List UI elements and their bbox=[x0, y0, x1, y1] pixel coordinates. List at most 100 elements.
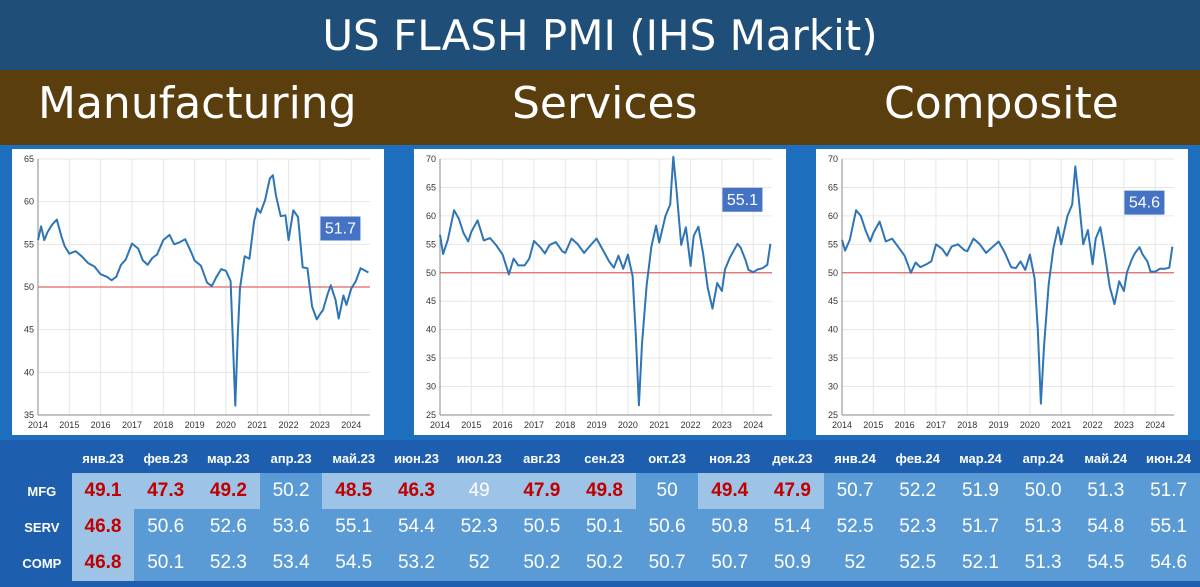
column-header: фев.23 bbox=[143, 450, 188, 466]
section-header-bar: Manufacturing Services Composite bbox=[0, 70, 1200, 145]
table-cell: 47.9 bbox=[761, 473, 824, 509]
x-tick-label: 2019 bbox=[989, 420, 1009, 430]
x-tick-label: 2017 bbox=[926, 420, 946, 430]
table-corner bbox=[12, 443, 72, 473]
column-header: фев.24 bbox=[895, 450, 941, 466]
y-tick-label: 65 bbox=[24, 154, 34, 164]
x-tick-label: 2015 bbox=[863, 420, 883, 430]
row-label: SERV bbox=[24, 519, 60, 535]
y-tick-label: 65 bbox=[828, 182, 838, 192]
table-row: SERV 46.8 50.6 52.6 53.6 55.1 54.4 52.3 50.5 50.1… bbox=[12, 509, 1200, 545]
section-title-manufacturing: Manufacturing bbox=[38, 78, 357, 129]
table-cell: 48.5 bbox=[322, 473, 386, 509]
table-cell: 51.4 bbox=[761, 509, 824, 545]
table-cell: 50.5 bbox=[510, 509, 574, 545]
last-value-label: 54.6 bbox=[1129, 195, 1160, 212]
table-cell: 50.0 bbox=[1011, 473, 1075, 509]
table-cell: 52.3 bbox=[447, 509, 511, 545]
chart-panel-composite: 25 30 35 40 45 50 55 60 65 70 2014 2015 2016 2017 2018… bbox=[816, 149, 1188, 435]
table-cell: 52 bbox=[447, 545, 511, 581]
table-cell: 49 bbox=[447, 473, 511, 509]
table-cell: 52.1 bbox=[949, 545, 1012, 581]
table-row: MFG 49.1 47.3 49.2 50.2 48.5 46.3 49 47.9 49.8 50 4… bbox=[12, 473, 1200, 509]
column-header: июн.24 bbox=[1146, 450, 1192, 466]
last-value-label: 55.1 bbox=[727, 192, 758, 209]
table-cell: 53.6 bbox=[259, 509, 323, 545]
column-header: сен.23 bbox=[584, 450, 625, 466]
table-cell: 50.7 bbox=[823, 473, 887, 509]
table-cell: 51.9 bbox=[949, 473, 1012, 509]
last-value-badge bbox=[722, 187, 763, 212]
y-tick-label: 25 bbox=[828, 410, 838, 420]
x-tick-label: 2018 bbox=[957, 420, 977, 430]
manufacturing-chart: 35 40 45 50 55 60 65 2014 2015 2016 2017 2018 2019 20… bbox=[24, 154, 370, 430]
table-cell: 54.8 bbox=[1074, 509, 1138, 545]
column-header: янв.23 bbox=[82, 450, 124, 466]
x-tick-label: 2021 bbox=[247, 420, 267, 430]
column-header: июн.23 bbox=[393, 450, 439, 466]
y-tick-label: 55 bbox=[426, 239, 436, 249]
composite-chart: 25 30 35 40 45 50 55 60 65 70 2014 2015 2016 2017 2018… bbox=[828, 154, 1174, 430]
table-cell: 50 bbox=[635, 473, 699, 509]
y-tick-label: 40 bbox=[426, 325, 436, 335]
x-tick-label: 2024 bbox=[341, 420, 361, 430]
x-tick-label: 2020 bbox=[216, 420, 236, 430]
table-cell: 52.5 bbox=[886, 545, 950, 581]
pmi-table: янв.23 фев.23 мар.23 апр.23 май.23 июн.23 июл.… bbox=[12, 443, 1200, 581]
table-cell: 50.6 bbox=[134, 509, 198, 545]
table-cell: 50.1 bbox=[134, 545, 198, 581]
column-header: апр.23 bbox=[270, 450, 312, 466]
table-cell: 54.6 bbox=[1137, 545, 1200, 581]
table-cell: 47.3 bbox=[134, 473, 198, 509]
column-header: авг.23 bbox=[523, 450, 561, 466]
x-tick-label: 2021 bbox=[1051, 420, 1071, 430]
y-tick-label: 70 bbox=[426, 154, 436, 164]
x-tick-label: 2023 bbox=[712, 420, 732, 430]
charts-area: 35 40 45 50 55 60 65 2014 2015 2016 2017 2018 2019 20… bbox=[0, 145, 1200, 440]
table-cell: 50.7 bbox=[698, 545, 762, 581]
table-cell: 53.4 bbox=[259, 545, 323, 581]
x-tick-label: 2023 bbox=[310, 420, 330, 430]
x-tick-label: 2016 bbox=[91, 420, 111, 430]
x-tick-label: 2021 bbox=[649, 420, 669, 430]
table-cell: 46.3 bbox=[385, 473, 448, 509]
x-tick-label: 2014 bbox=[430, 420, 450, 430]
column-header: окт.23 bbox=[648, 450, 686, 466]
last-value-label: 51.7 bbox=[325, 220, 356, 237]
table-cell: 51.7 bbox=[949, 509, 1012, 545]
section-title-services: Services bbox=[512, 78, 698, 129]
x-tick-label: 2022 bbox=[681, 420, 701, 430]
y-tick-label: 55 bbox=[828, 239, 838, 249]
table-cell: 52.2 bbox=[886, 473, 950, 509]
series-line bbox=[439, 155, 772, 407]
y-tick-label: 40 bbox=[24, 367, 34, 377]
y-tick-label: 35 bbox=[24, 410, 34, 420]
table-cell: 54.5 bbox=[1074, 545, 1138, 581]
table-cell: 52.3 bbox=[886, 509, 950, 545]
x-tick-label: 2018 bbox=[555, 420, 575, 430]
series-line bbox=[841, 165, 1174, 405]
table-cell: 54.4 bbox=[385, 509, 448, 545]
y-tick-label: 45 bbox=[24, 325, 34, 335]
series-line bbox=[37, 174, 369, 407]
last-value-badge bbox=[320, 216, 361, 241]
x-tick-label: 2020 bbox=[618, 420, 638, 430]
y-tick-label: 55 bbox=[24, 239, 34, 249]
y-tick-label: 35 bbox=[828, 353, 838, 363]
table-cell: 51.7 bbox=[1137, 473, 1200, 509]
table-cell: 46.8 bbox=[71, 509, 135, 545]
x-tick-label: 2022 bbox=[1083, 420, 1103, 430]
table-cell: 51.3 bbox=[1011, 545, 1075, 581]
table-cell: 49.4 bbox=[698, 473, 762, 509]
table-cell: 50.9 bbox=[761, 545, 824, 581]
table-cell: 46.8 bbox=[71, 545, 135, 581]
y-tick-label: 30 bbox=[426, 382, 436, 392]
row-label: MFG bbox=[27, 483, 57, 499]
y-tick-label: 65 bbox=[426, 182, 436, 192]
y-tick-label: 50 bbox=[426, 268, 436, 278]
chart-panel-manufacturing: 35 40 45 50 55 60 65 2014 2015 2016 2017 2018 2019 20… bbox=[12, 149, 384, 435]
table-cell: 52 bbox=[823, 545, 887, 581]
x-tick-label: 2014 bbox=[832, 420, 852, 430]
table-row: COMP 46.8 50.1 52.3 53.4 54.5 53.2 52 50.2 50.2 50… bbox=[12, 545, 1200, 581]
x-tick-label: 2017 bbox=[524, 420, 544, 430]
